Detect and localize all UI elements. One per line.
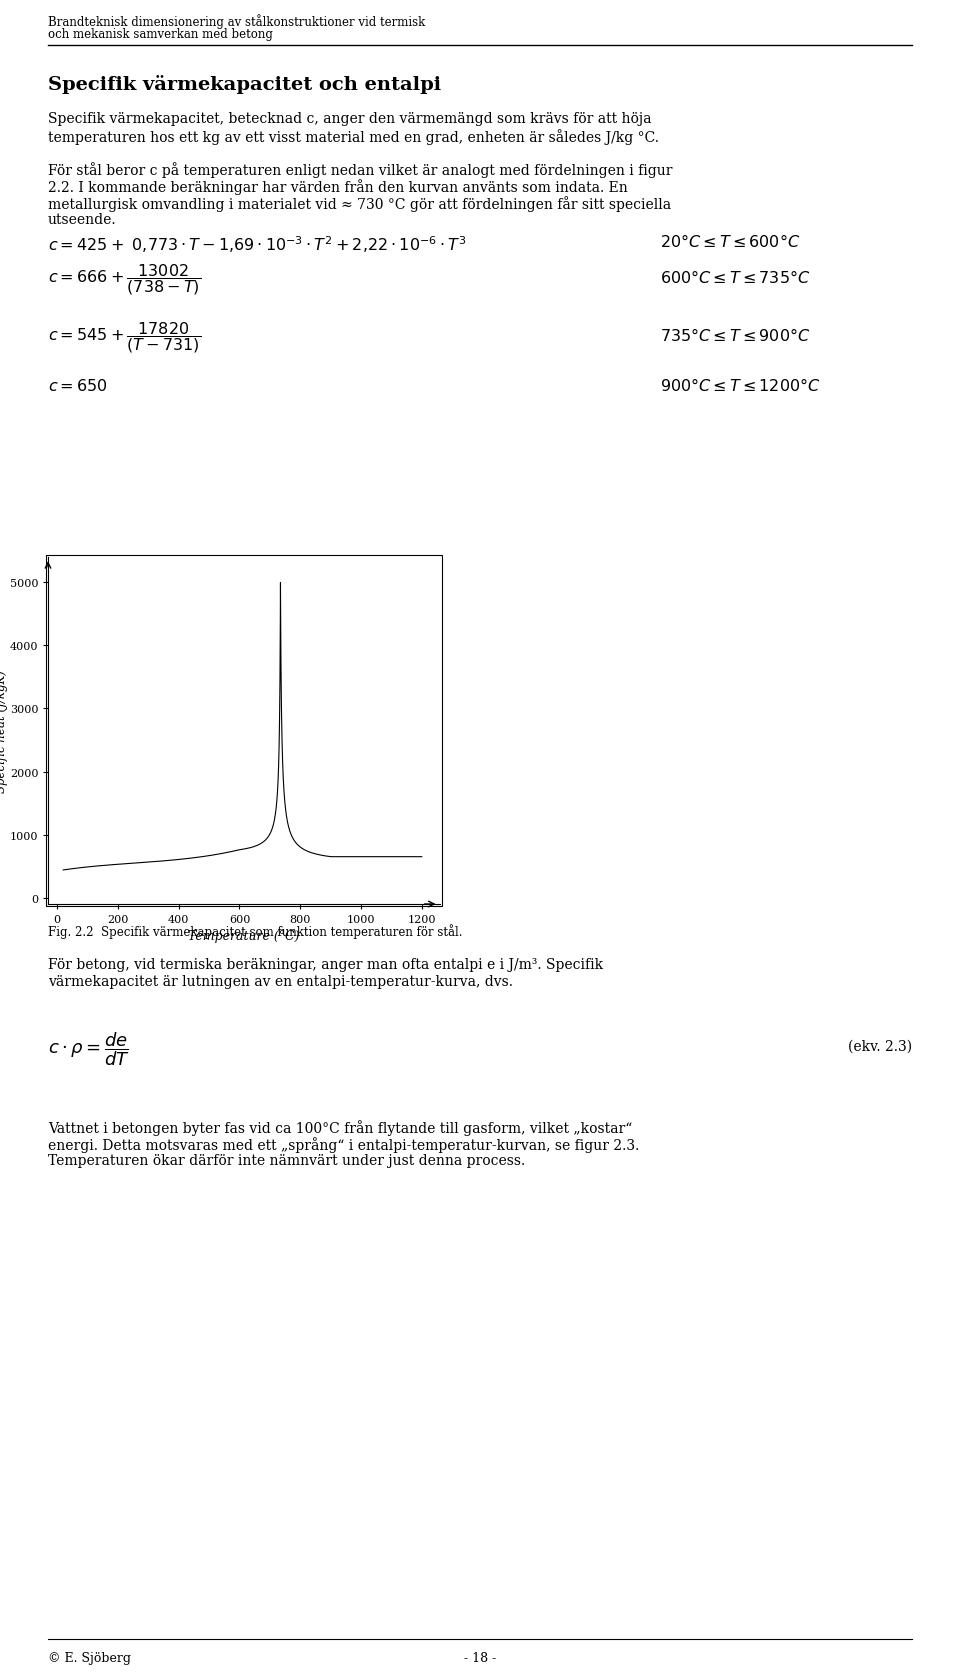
Text: © E. Sjöberg: © E. Sjöberg	[48, 1651, 131, 1665]
Text: temperaturen hos ett kg av ett visst material med en grad, enheten är således J/: temperaturen hos ett kg av ett visst mat…	[48, 129, 659, 146]
Text: För betong, vid termiska beräkningar, anger man ofta entalpi e i J/m³. Specifik: För betong, vid termiska beräkningar, an…	[48, 957, 603, 972]
Text: och mekanisk samverkan med betong: och mekanisk samverkan med betong	[48, 28, 273, 40]
Text: $900°C \leq T \leq 1200°C$: $900°C \leq T \leq 1200°C$	[660, 378, 821, 395]
Text: värmekapacitet är lutningen av en entalpi-temperatur-kurva, dvs.: värmekapacitet är lutningen av en entalp…	[48, 974, 513, 989]
Text: Vattnet i betongen byter fas vid ca 100°C från flytande till gasform, vilket „ko: Vattnet i betongen byter fas vid ca 100°…	[48, 1119, 633, 1136]
Text: $20°C \leq T \leq 600°C$: $20°C \leq T \leq 600°C$	[660, 234, 801, 251]
Text: Brandteknisk dimensionering av stålkonstruktioner vid termisk: Brandteknisk dimensionering av stålkonst…	[48, 13, 425, 28]
Y-axis label: Specific heat (J/kgK): Specific heat (J/kgK)	[0, 669, 9, 793]
Text: Specifik värmekapacitet, betecknad c, anger den värmemängd som krävs för att höj: Specifik värmekapacitet, betecknad c, an…	[48, 112, 652, 125]
Bar	[46, 555, 442, 907]
Text: energi. Detta motsvaras med ett „språng“ i entalpi-temperatur-kurvan, se figur 2: energi. Detta motsvaras med ett „språng“…	[48, 1136, 639, 1153]
Text: $c = 650$: $c = 650$	[48, 378, 108, 395]
X-axis label: Temperature (°C): Temperature (°C)	[188, 930, 300, 942]
Text: $c = 666 + \dfrac{13002}{(738-T)}$: $c = 666 + \dfrac{13002}{(738-T)}$	[48, 263, 201, 296]
Text: (ekv. 2.3): (ekv. 2.3)	[848, 1039, 912, 1054]
Text: $c = 545 + \dfrac{17820}{(T-731)}$: $c = 545 + \dfrac{17820}{(T-731)}$	[48, 320, 201, 355]
Text: Specifik värmekapacitet och entalpi: Specifik värmekapacitet och entalpi	[48, 75, 442, 94]
Text: 2.2. I kommande beräkningar har värden från den kurvan använts som indata. En: 2.2. I kommande beräkningar har värden f…	[48, 179, 628, 194]
Text: metallurgisk omvandling i materialet vid ≈ 730 °C gör att fördelningen får sitt : metallurgisk omvandling i materialet vid…	[48, 196, 671, 212]
Text: $600°C \leq T \leq 735°C$: $600°C \leq T \leq 735°C$	[660, 269, 810, 286]
Text: För stål beror c på temperaturen enligt nedan vilket är analogt med fördelningen: För stål beror c på temperaturen enligt …	[48, 162, 673, 177]
Text: Temperaturen ökar därför inte nämnvärt under just denna process.: Temperaturen ökar därför inte nämnvärt u…	[48, 1153, 525, 1168]
Text: $c = 425 + \ 0{,}773 \cdot T - 1{,}69 \cdot 10^{-3} \cdot T^2 + 2{,}22 \cdot 10^: $c = 425 + \ 0{,}773 \cdot T - 1{,}69 \c…	[48, 234, 467, 254]
Text: utseende.: utseende.	[48, 212, 116, 228]
Text: Fig. 2.2  Specifik värmekapacitet som funktion temperaturen för stål.: Fig. 2.2 Specifik värmekapacitet som fun…	[48, 923, 463, 939]
Text: $735°C \leq T \leq 900°C$: $735°C \leq T \leq 900°C$	[660, 328, 810, 345]
Text: - 18 -: - 18 -	[464, 1651, 496, 1665]
Text: $c \cdot \rho = \dfrac{de}{dT}$: $c \cdot \rho = \dfrac{de}{dT}$	[48, 1029, 130, 1067]
